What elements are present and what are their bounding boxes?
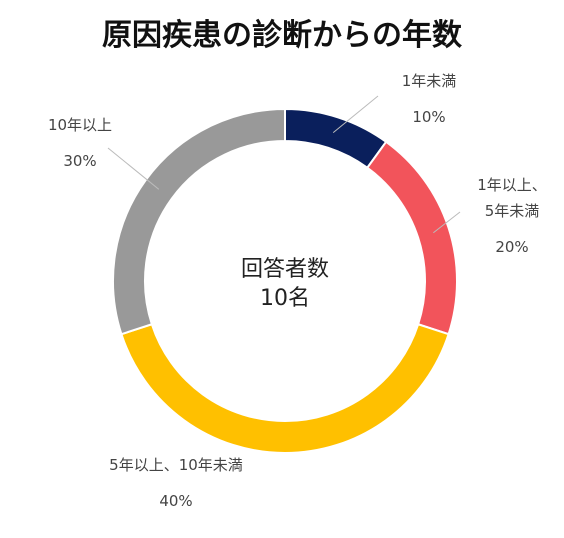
- donut-slice-2: [365, 140, 458, 336]
- leader-line-4: [107, 147, 160, 190]
- center-label-line-2: 10名: [260, 286, 310, 311]
- slice-value-label-1: 10%: [412, 108, 445, 126]
- leader-line-1: [332, 95, 379, 134]
- center-label-line-1: 回答者数: [241, 257, 329, 282]
- chart-title: 原因疾患の診断からの年数: [102, 18, 462, 53]
- slice-label-1-line-1: 1年未満: [402, 72, 457, 90]
- slice-value-label-2: 20%: [495, 238, 528, 256]
- slice-value-label-4: 30%: [63, 152, 96, 170]
- slice-label-2-line-1: 1年以上、: [477, 176, 547, 194]
- leader-line-2: [433, 211, 461, 234]
- slice-label-3-line-1: 5年以上、10年未満: [109, 456, 243, 474]
- slice-value-label-3: 40%: [159, 492, 192, 510]
- slice-label-2-line-2: 5年未満: [485, 202, 540, 220]
- donut-slice-1: [284, 107, 388, 170]
- slice-label-4-line-1: 10年以上: [48, 116, 112, 134]
- donut-slice-4: [112, 107, 286, 336]
- donut-slice-3: [120, 323, 450, 455]
